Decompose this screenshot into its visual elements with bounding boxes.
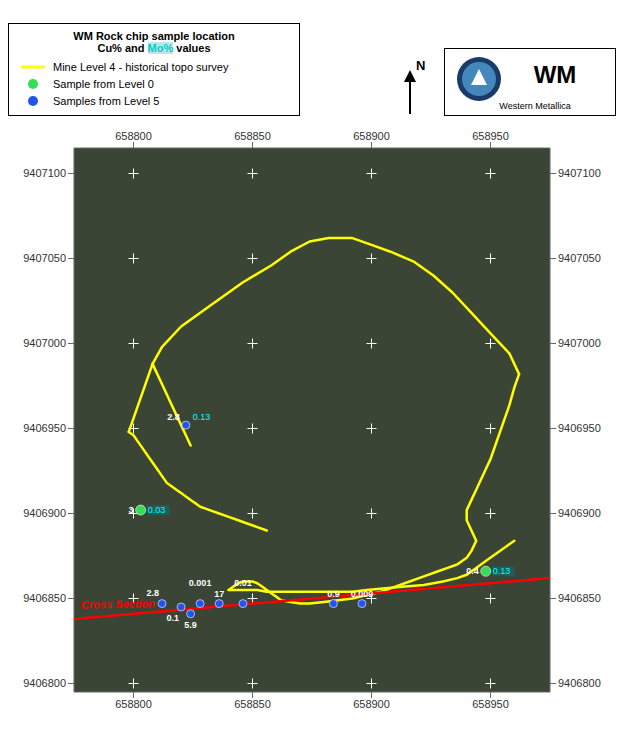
svg-text:9406900: 9406900 — [23, 507, 66, 519]
svg-text:9407100: 9407100 — [23, 167, 66, 179]
html-text:Sample from Level 0: Sample from Level 0 — [53, 77, 154, 90]
html-text:Mine Level 4 - historical topo: Mine Level 4 - historical topo survey — [53, 60, 229, 73]
svg-text:9406800: 9406800 — [558, 677, 601, 689]
svg-text:N: N — [416, 58, 425, 73]
svg-text:9406950: 9406950 — [23, 422, 66, 434]
svg-text:658950: 658950 — [472, 698, 509, 710]
svg-text:Western Metallica: Western Metallica — [499, 101, 570, 111]
svg-text:9407000: 9407000 — [558, 337, 601, 349]
svg-text:9406850: 9406850 — [23, 592, 66, 604]
svg-text:0.009: 0.009 — [351, 589, 374, 599]
svg-text:658800: 658800 — [115, 698, 152, 710]
svg-text:0.1: 0.1 — [167, 613, 180, 623]
svg-text:658800: 658800 — [115, 130, 152, 142]
svg-text:9407050: 9407050 — [558, 252, 601, 264]
svg-text:658850: 658850 — [234, 698, 271, 710]
svg-text:0.01: 0.01 — [234, 578, 252, 588]
svg-text:9407050: 9407050 — [23, 252, 66, 264]
svg-text:658900: 658900 — [353, 698, 390, 710]
html-text:Samples from Level 5: Samples from Level 5 — [53, 94, 160, 107]
svg-text:3: 3 — [129, 505, 134, 515]
svg-text:2.8: 2.8 — [167, 412, 180, 422]
html-text:Cu% and Mo% values: Cu% and Mo% values — [97, 42, 211, 54]
svg-text:17: 17 — [214, 589, 224, 599]
svg-text:0.03: 0.03 — [148, 505, 166, 515]
svg-text:2.8: 2.8 — [147, 588, 160, 598]
svg-text:0.001: 0.001 — [189, 578, 212, 588]
svg-text:9406900: 9406900 — [558, 507, 601, 519]
svg-text:9406950: 9406950 — [558, 422, 601, 434]
svg-text:Cross Section: Cross Section — [81, 597, 155, 610]
svg-text:9406800: 9406800 — [23, 677, 66, 689]
svg-text:0.13: 0.13 — [193, 412, 211, 422]
svg-text:9406850: 9406850 — [558, 592, 601, 604]
svg-text:9407100: 9407100 — [558, 167, 601, 179]
svg-text:658900: 658900 — [353, 130, 390, 142]
svg-text:0.13: 0.13 — [493, 566, 511, 576]
html-text:WM Rock chip sample location: WM Rock chip sample location — [73, 30, 235, 42]
svg-text:9407000: 9407000 — [23, 337, 66, 349]
svg-text:658950: 658950 — [472, 130, 509, 142]
svg-text:5.9: 5.9 — [184, 620, 197, 630]
svg-text:WM: WM — [534, 61, 577, 88]
svg-text:658850: 658850 — [234, 130, 271, 142]
svg-text:0.4: 0.4 — [466, 566, 479, 576]
svg-text:0.9: 0.9 — [327, 589, 340, 599]
